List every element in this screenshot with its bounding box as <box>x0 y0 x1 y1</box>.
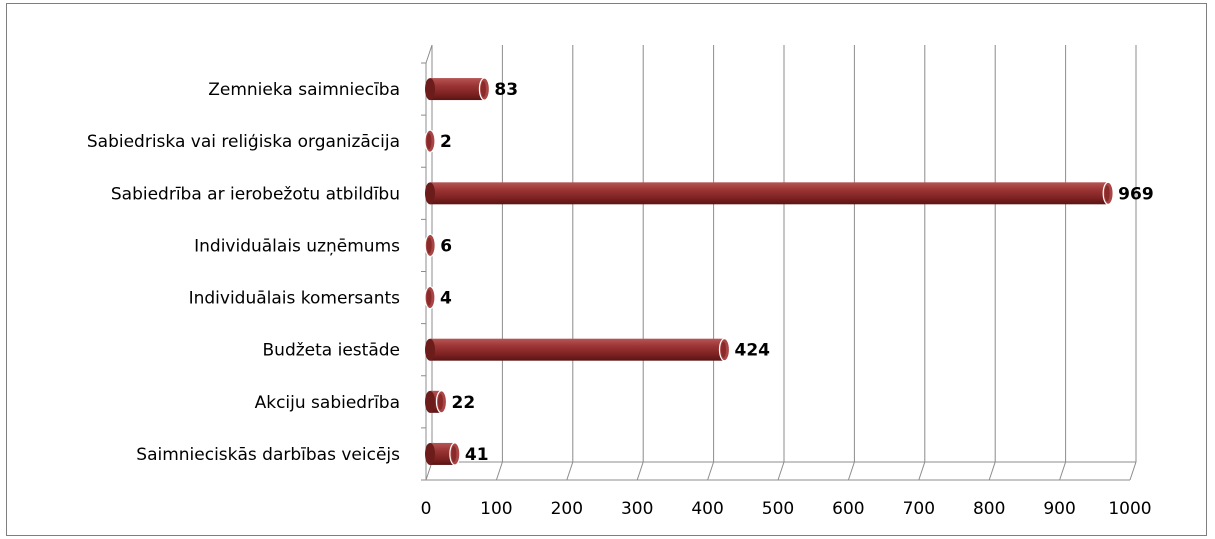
category-label: Budžeta iestāde <box>263 341 400 361</box>
x-tick-label: 100 <box>480 499 512 519</box>
data-label: 969 <box>1118 184 1154 204</box>
gridline-0 <box>425 45 433 481</box>
gridline-100 <box>495 45 503 481</box>
x-tick-label: 400 <box>691 499 723 519</box>
bar <box>425 390 448 414</box>
axes <box>421 44 1136 481</box>
x-tick-label: 1000 <box>1108 499 1151 519</box>
gridline-600 <box>847 45 855 481</box>
bar <box>424 233 436 258</box>
data-label: 424 <box>734 341 770 361</box>
x-tick-label: 300 <box>621 499 653 519</box>
category-label: Saimnieciskās darbības veicējs <box>136 445 400 465</box>
data-label: 6 <box>440 236 452 256</box>
bar <box>425 442 461 466</box>
labels: 0 100 200 300 400 500 600 700 800 900 1000 Zemnieka… <box>87 80 1154 519</box>
gridline-400 <box>707 45 715 481</box>
x-tick-label: 900 <box>1043 499 1075 519</box>
gridline-900 <box>1059 45 1067 481</box>
bar <box>425 77 491 101</box>
x-tick-label: 500 <box>762 499 794 519</box>
bar <box>425 181 1114 205</box>
category-label: Sabiedriska vai reliģiska organizācija <box>87 132 400 152</box>
category-label: Individuālais uzņēmums <box>194 236 400 256</box>
bar <box>424 129 436 153</box>
x-tick-label: 600 <box>832 499 864 519</box>
gridline-700 <box>918 45 926 481</box>
x-tick-label: 800 <box>973 499 1005 519</box>
gridline-500 <box>777 45 785 481</box>
bar <box>424 285 436 310</box>
x-tick-label: 200 <box>551 499 583 519</box>
data-label: 4 <box>440 289 452 309</box>
gridlines <box>425 45 1137 481</box>
gridline-800 <box>988 45 996 481</box>
category-label: Akciju sabiedrība <box>255 393 400 413</box>
gridline-1000 <box>1129 45 1137 481</box>
bars <box>424 77 1114 466</box>
x-tick-label: 0 <box>421 499 432 519</box>
category-label: Sabiedrība ar ierobežotu atbildību <box>111 184 400 204</box>
x-tick-label: 700 <box>903 499 935 519</box>
category-label: Individuālais komersants <box>189 289 401 309</box>
gridline-200 <box>566 45 574 481</box>
data-label: 83 <box>494 80 518 100</box>
gridline-300 <box>636 45 644 481</box>
data-label: 41 <box>465 445 489 465</box>
chart-frame <box>6 3 1207 536</box>
bar <box>425 338 731 362</box>
data-label: 2 <box>440 132 452 152</box>
category-label: Zemnieka saimniecība <box>208 80 400 100</box>
data-label: 22 <box>451 393 475 413</box>
